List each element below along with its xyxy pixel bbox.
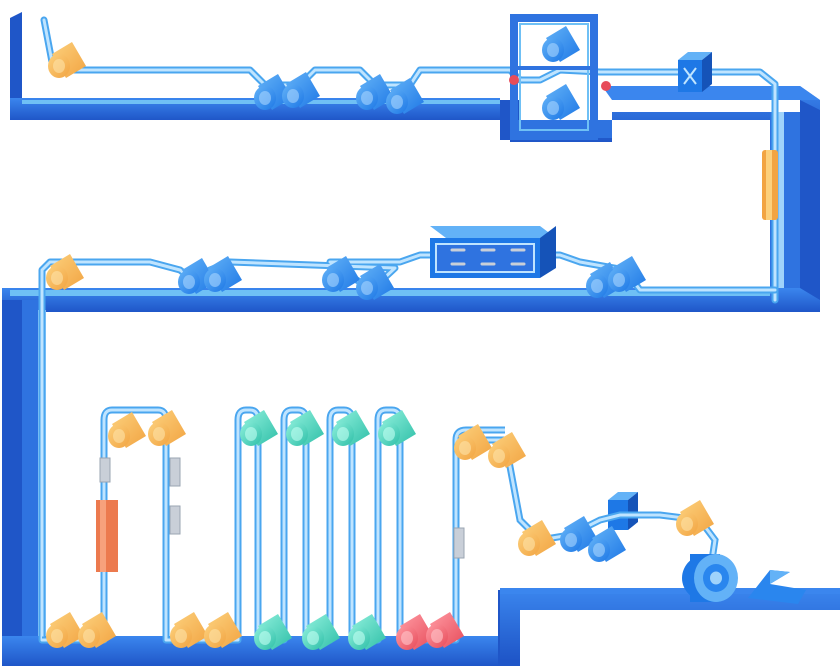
dryer-top-roller	[108, 412, 146, 448]
cutter-box	[608, 492, 638, 530]
cutting-knife	[748, 570, 806, 604]
cooling-bottom-roller	[348, 614, 386, 650]
unwind-roller	[48, 42, 86, 78]
pull-roller	[560, 516, 598, 552]
cooling-top-roller	[240, 410, 278, 446]
sensor-box	[678, 52, 712, 92]
cooling-top-roller	[378, 410, 416, 446]
outfeed-roller	[518, 520, 556, 556]
guide-roller	[386, 78, 424, 114]
rollers	[46, 26, 714, 650]
nip-roller	[356, 264, 394, 300]
cooling-top-roller	[332, 410, 370, 446]
rewind-coil	[682, 554, 738, 602]
rewind-guide-roller	[676, 500, 714, 536]
web-guides	[99, 457, 465, 559]
inspection-roller	[542, 26, 580, 62]
cooling-top-roller	[286, 410, 324, 446]
dryer-bottom-roller	[46, 612, 84, 648]
cooling-bottom-roller	[302, 614, 340, 650]
exit-roller	[608, 256, 646, 292]
tension-sensor	[762, 150, 778, 220]
cooling-bottom-roller	[254, 614, 292, 650]
treatment-cabinet	[430, 226, 556, 278]
dryer-bottom-roller	[170, 612, 208, 648]
entry-roller	[46, 254, 84, 290]
inspection-roller	[542, 84, 580, 120]
nip-roller	[204, 256, 242, 292]
indicator-lights	[509, 75, 611, 91]
nip-roller	[322, 256, 360, 292]
chill-roller	[426, 612, 464, 648]
outfeed-roller	[454, 424, 492, 460]
guide-roller	[282, 72, 320, 108]
dryer-bottom-roller	[78, 612, 116, 648]
outfeed-roller	[488, 432, 526, 468]
guide-roller	[356, 74, 394, 110]
dryer-bottom-roller	[204, 612, 242, 648]
dryer-top-roller	[148, 410, 186, 446]
dryer-heater	[96, 500, 118, 572]
chill-roller	[396, 614, 434, 650]
pull-roller	[588, 526, 626, 562]
